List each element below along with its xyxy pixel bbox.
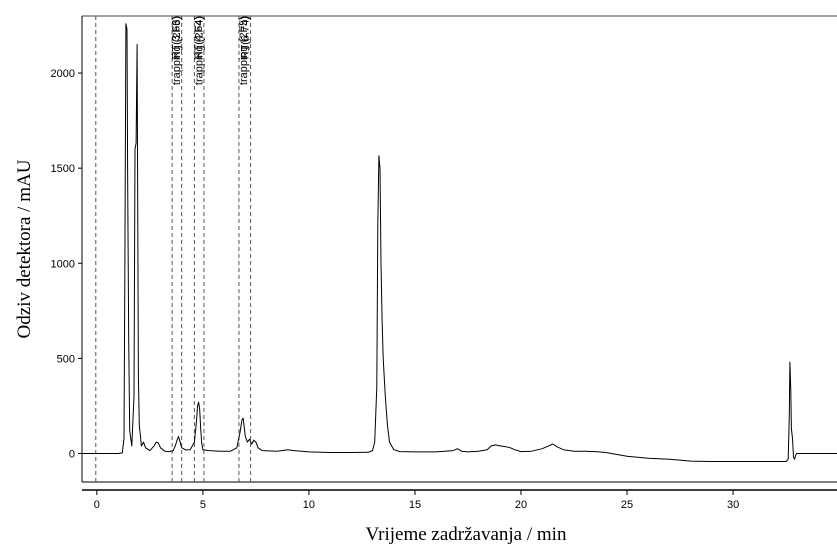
x-axis-title: Vrijeme zadržavanja / min <box>366 524 567 545</box>
trapping-label: trapping (2F4) <box>193 16 205 85</box>
y-tick-label: 1000 <box>51 258 75 270</box>
trapping-label: trapping (2F3) <box>171 16 183 85</box>
retention-time-label: RT(3.66) <box>171 16 183 59</box>
x-tick-label: 5 <box>200 499 206 511</box>
x-tick-label: 10 <box>303 499 315 511</box>
trapping-marker-lines <box>95 16 252 482</box>
plot-frame <box>81 15 837 491</box>
y-tick-label: 0 <box>69 448 75 460</box>
chromatogram-series-line <box>82 23 837 462</box>
retention-time-label: RT(4.64) <box>193 16 205 59</box>
y-tick-label: 500 <box>57 353 75 365</box>
x-tick-label: 20 <box>515 499 527 511</box>
x-tick-label: 30 <box>727 499 739 511</box>
x-tick-label: 0 <box>94 499 100 511</box>
trapping-label: trapping (2F5) <box>238 16 250 85</box>
y-tick-label: 2000 <box>51 68 75 80</box>
y-tick-label: 1500 <box>51 163 75 175</box>
y-axis-ticks: 0 500 1000 1500 2000 <box>51 68 82 460</box>
x-tick-label: 25 <box>621 499 633 511</box>
retention-time-label: RT(6.74) <box>240 16 252 59</box>
y-axis-title: Odziv detektora / mAU <box>14 159 35 338</box>
x-tick-label: 15 <box>409 499 421 511</box>
x-axis-ticks: 0 5 10 15 20 25 30 <box>94 490 739 511</box>
trapping-marker-labels: trapping (2F3) trapping (2F4) trapping (2F… <box>171 16 252 85</box>
series-group <box>82 23 837 462</box>
